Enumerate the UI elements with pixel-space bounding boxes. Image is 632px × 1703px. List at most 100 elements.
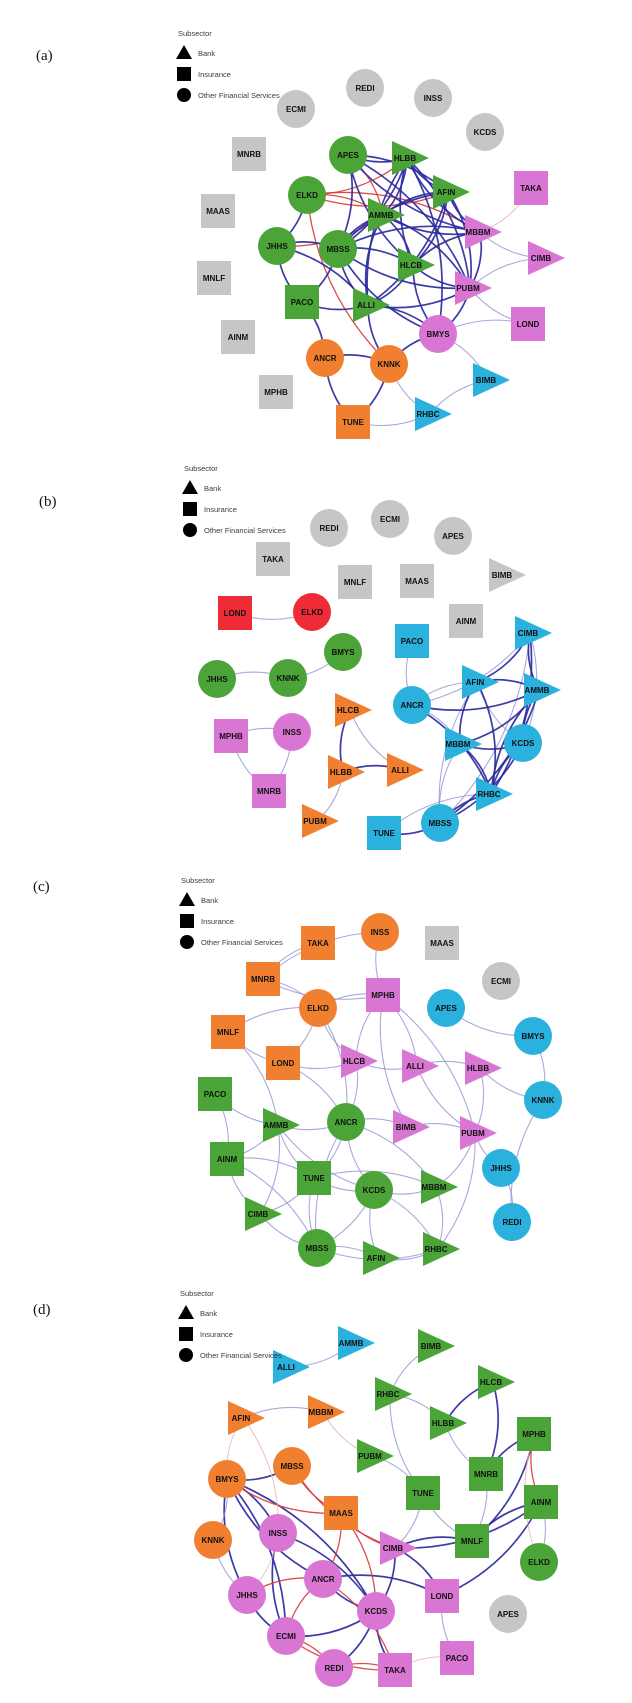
legend-item-label: Insurance xyxy=(198,70,231,79)
edge-CIMB-MBSS xyxy=(439,632,531,824)
node-label-MNRB: MNRB xyxy=(237,150,261,159)
node-INSS: INSS xyxy=(414,79,452,117)
legend-title: Subsector xyxy=(178,29,212,38)
node-ELKD: ELKD xyxy=(299,989,337,1027)
edge-HLBB-PUBM xyxy=(406,157,471,289)
node-KNNK: KNNK xyxy=(269,659,307,697)
node-label-JHHS: JHHS xyxy=(266,242,288,251)
panel-c-nodes: TAKA INSS MNRB ELKD MNLF LOND MAAS ECMI APES BMYS… xyxy=(198,913,562,1275)
node-MPHB: MPHB xyxy=(366,978,400,1012)
node-KCDS: KCDS xyxy=(355,1171,393,1209)
legend-item-label: Other Financial Services xyxy=(204,526,286,535)
legend-bank-triangle-icon xyxy=(176,45,192,59)
node-label-MBSS: MBSS xyxy=(305,1244,329,1253)
node-label-TUNE: TUNE xyxy=(303,1174,325,1183)
node-label-REDI: REDI xyxy=(502,1218,521,1227)
node-label-MBBM: MBBM xyxy=(466,228,491,237)
node-ELKD: ELKD xyxy=(288,176,326,214)
node-label-REDI: REDI xyxy=(355,84,374,93)
node-KCDS: KCDS xyxy=(504,724,542,762)
node-MBSS: MBSS xyxy=(298,1229,336,1267)
node-AINM: AINM xyxy=(449,604,483,638)
node-AFIN: AFIN xyxy=(433,175,470,209)
node-MAAS: MAAS xyxy=(201,194,235,228)
node-ELKD: ELKD xyxy=(520,1543,558,1581)
panel-d-nodes: AMMB ALLI BIMB HLCB RHBC HLBB MPHB MNRB TUNE AINM… xyxy=(194,1326,558,1687)
edge-AFIN-ALLI xyxy=(367,191,449,306)
node-AINM: AINM xyxy=(221,320,255,354)
node-TAKA: TAKA xyxy=(256,542,290,576)
node-BMYS: BMYS xyxy=(514,1017,552,1055)
node-ANCR: ANCR xyxy=(327,1103,365,1141)
node-label-BMYS: BMYS xyxy=(331,648,355,657)
node-JHHS: JHHS xyxy=(198,660,236,698)
edge-PUBM-RHBC xyxy=(437,1132,476,1250)
node-RHBC: RHBC xyxy=(375,1377,412,1411)
legend-item-label: Other Financial Services xyxy=(200,1351,282,1360)
edge-BMYS-KCDS xyxy=(226,1478,377,1612)
node-LOND: LOND xyxy=(266,1046,300,1080)
node-ALLI: ALLI xyxy=(387,753,424,787)
panel-a-nodes: ECMI REDI INSS KCDS MNRB MAAS MNLF AINM MPHB APES… xyxy=(197,69,565,439)
node-PUBM: PUBM xyxy=(357,1439,394,1473)
edge-HLBB-BMYS xyxy=(406,157,443,335)
node-label-AMMB: AMMB xyxy=(369,211,394,220)
node-label-MAAS: MAAS xyxy=(430,939,454,948)
node-label-REDI: REDI xyxy=(319,524,338,533)
node-label-MNLF: MNLF xyxy=(217,1028,239,1037)
node-MNLF: MNLF xyxy=(338,565,372,599)
node-BIMB: BIMB xyxy=(393,1110,430,1144)
legend-title: Subsector xyxy=(184,464,218,473)
node-label-MNRB: MNRB xyxy=(474,1470,498,1479)
node-label-ANCR: ANCR xyxy=(313,354,336,363)
node-label-PACO: PACO xyxy=(401,637,424,646)
panel-d-letter: (d) xyxy=(33,1302,51,1318)
legend-item-label: Other Financial Services xyxy=(198,91,280,100)
node-ALLI: ALLI xyxy=(353,288,390,322)
node-AINM: AINM xyxy=(210,1142,244,1176)
node-label-ECMI: ECMI xyxy=(380,515,400,524)
node-BIMB: BIMB xyxy=(489,558,526,592)
node-label-INSS: INSS xyxy=(283,728,302,737)
node-label-PUBM: PUBM xyxy=(456,284,480,293)
node-CIMB: CIMB xyxy=(528,241,565,275)
node-label-RHBC: RHBC xyxy=(424,1245,447,1254)
node-label-ALLI: ALLI xyxy=(406,1062,424,1071)
node-label-PUBM: PUBM xyxy=(303,817,327,826)
edge-ELKD-KNNK xyxy=(306,194,390,365)
node-KCDS: KCDS xyxy=(466,113,504,151)
legend-ofs-circle-icon xyxy=(179,1348,193,1362)
node-ALLI: ALLI xyxy=(402,1049,439,1083)
node-label-INSS: INSS xyxy=(424,94,443,103)
node-label-KCDS: KCDS xyxy=(365,1607,388,1616)
node-MAAS: MAAS xyxy=(400,564,434,598)
node-label-MNRB: MNRB xyxy=(251,975,275,984)
node-TUNE: TUNE xyxy=(336,405,370,439)
node-MAAS: MAAS xyxy=(425,926,459,960)
node-label-TAKA: TAKA xyxy=(307,939,329,948)
node-label-JHHS: JHHS xyxy=(236,1591,258,1600)
node-AMMB: AMMB xyxy=(338,1326,375,1360)
node-MBSS: MBSS xyxy=(421,804,459,842)
node-TUNE: TUNE xyxy=(297,1161,331,1195)
node-label-TUNE: TUNE xyxy=(373,829,395,838)
legend-title: Subsector xyxy=(181,876,215,885)
node-label-MNLF: MNLF xyxy=(461,1537,483,1546)
node-HLCB: HLCB xyxy=(398,248,435,282)
legend-insurance-square-icon xyxy=(183,502,197,516)
node-label-MBBM: MBBM xyxy=(422,1183,447,1192)
node-label-AINM: AINM xyxy=(217,1155,238,1164)
node-label-KNNK: KNNK xyxy=(201,1536,224,1545)
node-MNLF: MNLF xyxy=(211,1015,245,1049)
node-label-KNNK: KNNK xyxy=(531,1096,554,1105)
node-ALLI: ALLI xyxy=(273,1350,310,1384)
node-RHBC: RHBC xyxy=(423,1232,460,1266)
legend-item-label: Bank xyxy=(200,1309,217,1318)
node-label-MPHB: MPHB xyxy=(522,1430,546,1439)
node-BMYS: BMYS xyxy=(208,1460,246,1498)
node-label-AMMB: AMMB xyxy=(339,1339,364,1348)
node-label-AINM: AINM xyxy=(531,1498,552,1507)
legend-ofs-circle-icon xyxy=(180,935,194,949)
node-label-ALLI: ALLI xyxy=(277,1363,295,1372)
node-PUBM: PUBM xyxy=(460,1116,497,1150)
